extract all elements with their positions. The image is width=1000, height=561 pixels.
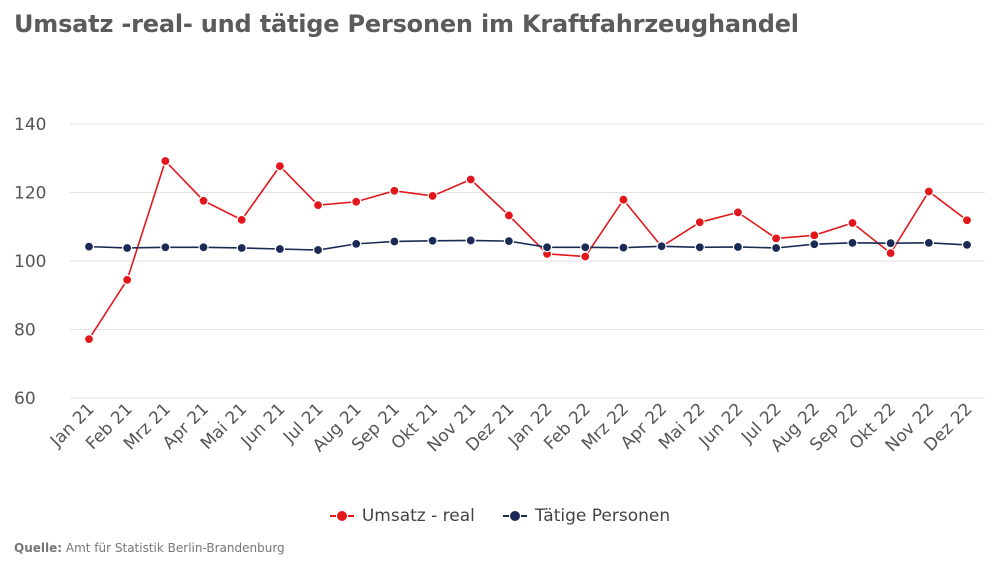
gridlines	[70, 123, 985, 399]
data-point[interactable]	[236, 242, 247, 254]
data-point[interactable]	[503, 210, 515, 221]
data-point[interactable]	[389, 185, 400, 196]
data-point[interactable]	[580, 251, 591, 262]
source-note: Quelle: Amt für Statistik Berlin-Branden…	[14, 541, 285, 555]
data-point[interactable]	[122, 242, 133, 254]
data-point[interactable]	[618, 242, 629, 253]
series-0	[83, 155, 973, 345]
y-tick-label: 60	[14, 389, 36, 409]
data-point[interactable]	[427, 190, 438, 202]
data-point[interactable]	[389, 236, 400, 247]
source-label: Quelle:	[14, 541, 63, 555]
series-group	[83, 155, 973, 345]
legend-marker-personen	[502, 509, 527, 523]
legend-marker-umsatz	[329, 509, 354, 523]
data-point[interactable]	[312, 244, 324, 256]
data-point[interactable]	[618, 194, 629, 205]
data-point[interactable]	[503, 236, 515, 247]
data-point[interactable]	[122, 274, 133, 285]
legend: Umsatz - real Tätige Personen	[0, 506, 1000, 526]
data-point[interactable]	[961, 215, 973, 226]
data-point[interactable]	[198, 195, 209, 206]
data-point[interactable]	[274, 243, 285, 255]
series-1	[83, 235, 973, 256]
data-point[interactable]	[541, 242, 553, 253]
legend-label-personen: Tätige Personen	[534, 506, 671, 526]
data-point[interactable]	[198, 242, 209, 253]
legend-item-umsatz[interactable]: Umsatz - real	[329, 506, 475, 526]
data-point[interactable]	[160, 242, 171, 253]
data-point[interactable]	[923, 186, 934, 197]
data-point[interactable]	[847, 217, 858, 229]
data-point[interactable]	[885, 248, 896, 259]
data-point[interactable]	[809, 239, 820, 250]
chart-title: Umsatz -real- und tätige Personen im Kra…	[14, 10, 799, 38]
legend-item-personen[interactable]: Tätige Personen	[502, 506, 671, 526]
y-tick-label: 140	[14, 115, 46, 135]
data-point[interactable]	[809, 230, 820, 241]
data-point[interactable]	[732, 207, 744, 218]
data-point[interactable]	[885, 238, 896, 249]
series-line	[88, 239, 968, 251]
legend-label-umsatz: Umsatz - real	[361, 506, 475, 526]
data-point[interactable]	[732, 241, 744, 253]
data-point[interactable]	[83, 241, 95, 252]
data-point[interactable]	[83, 333, 95, 345]
series-line	[88, 159, 968, 340]
data-point[interactable]	[694, 217, 705, 228]
data-point[interactable]	[427, 235, 438, 246]
data-point[interactable]	[580, 242, 591, 253]
source-text: Amt für Statistik Berlin-Brandenburg	[65, 541, 285, 555]
y-axis-ticks: 60 80 100 120 140	[14, 115, 46, 409]
y-tick-label: 100	[14, 252, 46, 272]
data-point[interactable]	[961, 239, 973, 251]
data-point[interactable]	[465, 235, 476, 246]
data-point[interactable]	[351, 238, 362, 249]
data-point[interactable]	[351, 196, 362, 207]
data-point[interactable]	[694, 242, 705, 253]
data-point[interactable]	[312, 200, 324, 211]
data-point[interactable]	[923, 237, 934, 248]
y-tick-label: 120	[14, 184, 46, 204]
data-point[interactable]	[771, 242, 782, 254]
y-tick-label: 80	[14, 321, 36, 341]
data-point[interactable]	[274, 161, 285, 172]
data-point[interactable]	[771, 233, 782, 244]
data-point[interactable]	[465, 174, 476, 185]
data-point[interactable]	[847, 237, 858, 248]
data-point[interactable]	[160, 155, 171, 167]
data-point[interactable]	[656, 241, 667, 252]
data-point[interactable]	[236, 214, 247, 225]
